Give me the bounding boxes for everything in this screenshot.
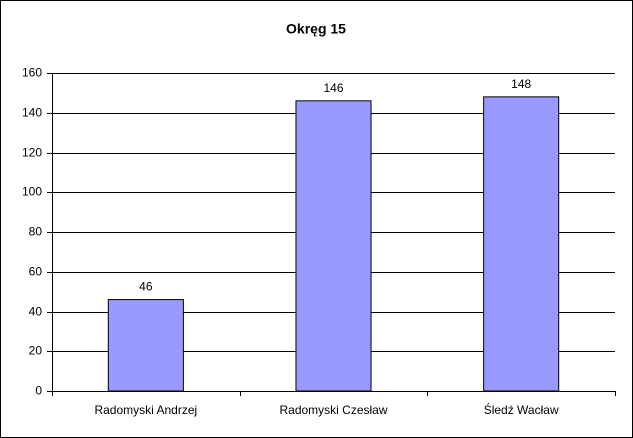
x-tick-label: Radomyski Andrzej [94, 403, 197, 417]
value-label: 146 [323, 81, 343, 95]
chart-title: Okręg 15 [286, 21, 346, 37]
value-label: 46 [139, 280, 153, 294]
x-tick-label: Śledź Wacław [484, 402, 559, 417]
y-tick-label: 20 [29, 344, 43, 358]
value-label: 148 [511, 77, 531, 91]
y-tick-label: 120 [22, 146, 42, 160]
y-tick-label: 0 [35, 384, 42, 398]
y-tick-label: 40 [29, 305, 43, 319]
bar [107, 299, 184, 392]
y-tick-label: 100 [22, 185, 42, 199]
y-tick-label: 80 [29, 225, 43, 239]
bar [295, 100, 372, 392]
y-tick-label: 140 [22, 106, 42, 120]
y-tick-label: 60 [29, 265, 43, 279]
y-tick-label: 160 [22, 66, 42, 80]
bar [483, 96, 560, 392]
x-tick-label: Radomyski Czesław [279, 403, 387, 417]
